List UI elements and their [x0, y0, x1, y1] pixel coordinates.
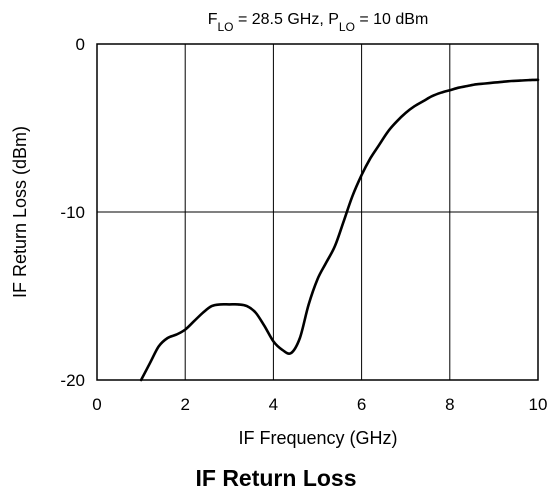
x-tick-label: 8	[445, 395, 454, 414]
y-tick-label: -20	[60, 371, 85, 390]
x-tick-label: 6	[357, 395, 366, 414]
figure-caption: IF Return Loss	[195, 465, 357, 491]
series-layer	[139, 78, 540, 382]
x-tick-labels: 0 2 4 6 8 10	[92, 395, 547, 414]
chart-subtitle: FLO = 28.5 GHz, PLO = 10 dBm	[208, 11, 429, 34]
y-tick-label: 0	[76, 35, 85, 54]
subtitle-subscript: LO	[339, 20, 355, 34]
subtitle-text: = 28.5 GHz, P	[234, 11, 339, 28]
grid-lines	[97, 44, 538, 380]
x-tick-label: 4	[269, 395, 278, 414]
x-tick-label: 10	[529, 395, 548, 414]
return-loss-chart: FLO = 28.5 GHz, PLO = 10 dBm 0 2 4 6 8 10 0-1…	[10, 11, 547, 448]
subtitle-text: F	[208, 11, 218, 28]
plot-frame	[96, 43, 539, 381]
y-tick-labels: 0 -10 -20	[60, 35, 85, 390]
subtitle-subscript: LO	[217, 20, 233, 34]
x-tick-label: 2	[180, 395, 189, 414]
subtitle-text: = 10 dBm	[355, 11, 428, 28]
series-line	[139, 78, 540, 382]
y-axis-label: IF Return Loss (dBm)	[10, 126, 30, 298]
x-axis-label: IF Frequency (GHz)	[238, 428, 397, 448]
x-tick-label: 0	[92, 395, 101, 414]
y-tick-label: -10	[60, 203, 85, 222]
